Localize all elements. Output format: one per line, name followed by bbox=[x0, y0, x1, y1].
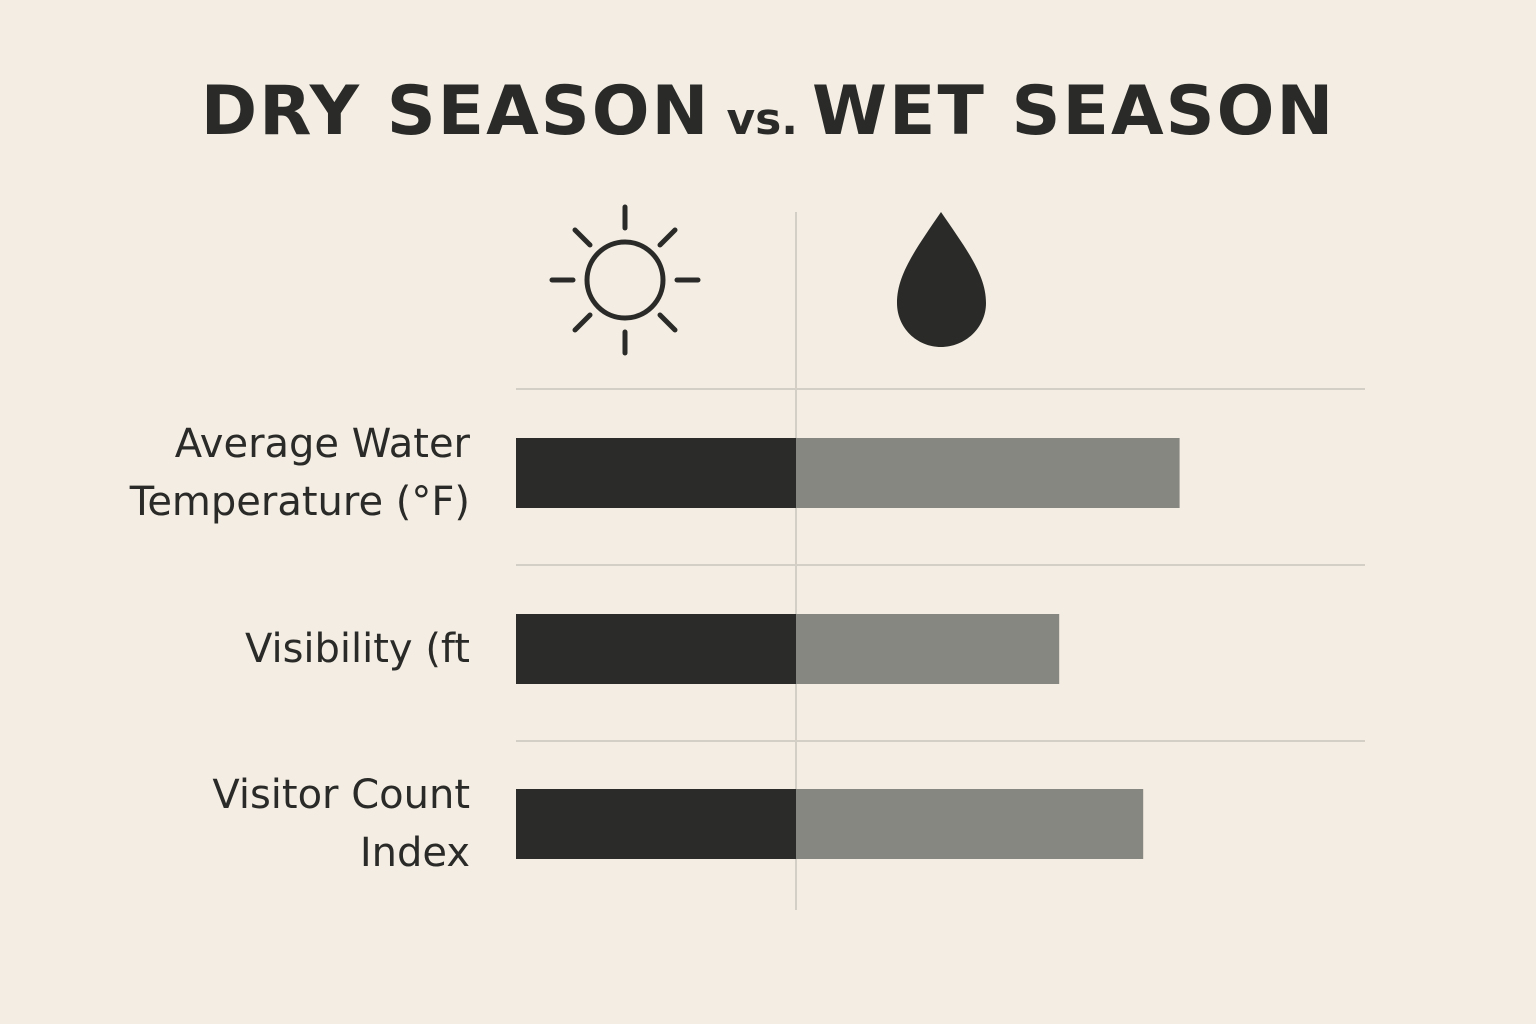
category-label-line: Temperature (°F) bbox=[129, 479, 470, 525]
bar-wet-season-1 bbox=[796, 438, 1180, 508]
category-label-line: Average Water bbox=[174, 421, 470, 467]
bar-dry-season-1 bbox=[516, 438, 796, 508]
category-label-3: Visitor Count Index bbox=[212, 766, 470, 882]
bar-wet-season-3 bbox=[796, 789, 1144, 859]
title-wet-season: WET SEASON bbox=[812, 72, 1336, 151]
category-label-line: Index bbox=[359, 830, 470, 876]
sun-icon bbox=[549, 204, 701, 356]
category-label-2: Visibility (ft bbox=[245, 620, 470, 678]
category-label-line: Visibility (ft bbox=[244, 626, 470, 672]
title-versus: vs. bbox=[726, 94, 799, 145]
bar-dry-season-2 bbox=[516, 614, 796, 684]
bar-wet-season-2 bbox=[796, 614, 1060, 684]
bar-dry-season-3 bbox=[516, 789, 796, 859]
water-drop-icon bbox=[897, 212, 986, 347]
chart-title: DRY SEASON vs. WET SEASON bbox=[0, 72, 1536, 151]
category-label-1: Average Water Temperature (°F) bbox=[130, 415, 470, 531]
category-label-line: Visitor Count bbox=[212, 772, 470, 818]
title-dry-season: DRY SEASON bbox=[200, 72, 711, 151]
